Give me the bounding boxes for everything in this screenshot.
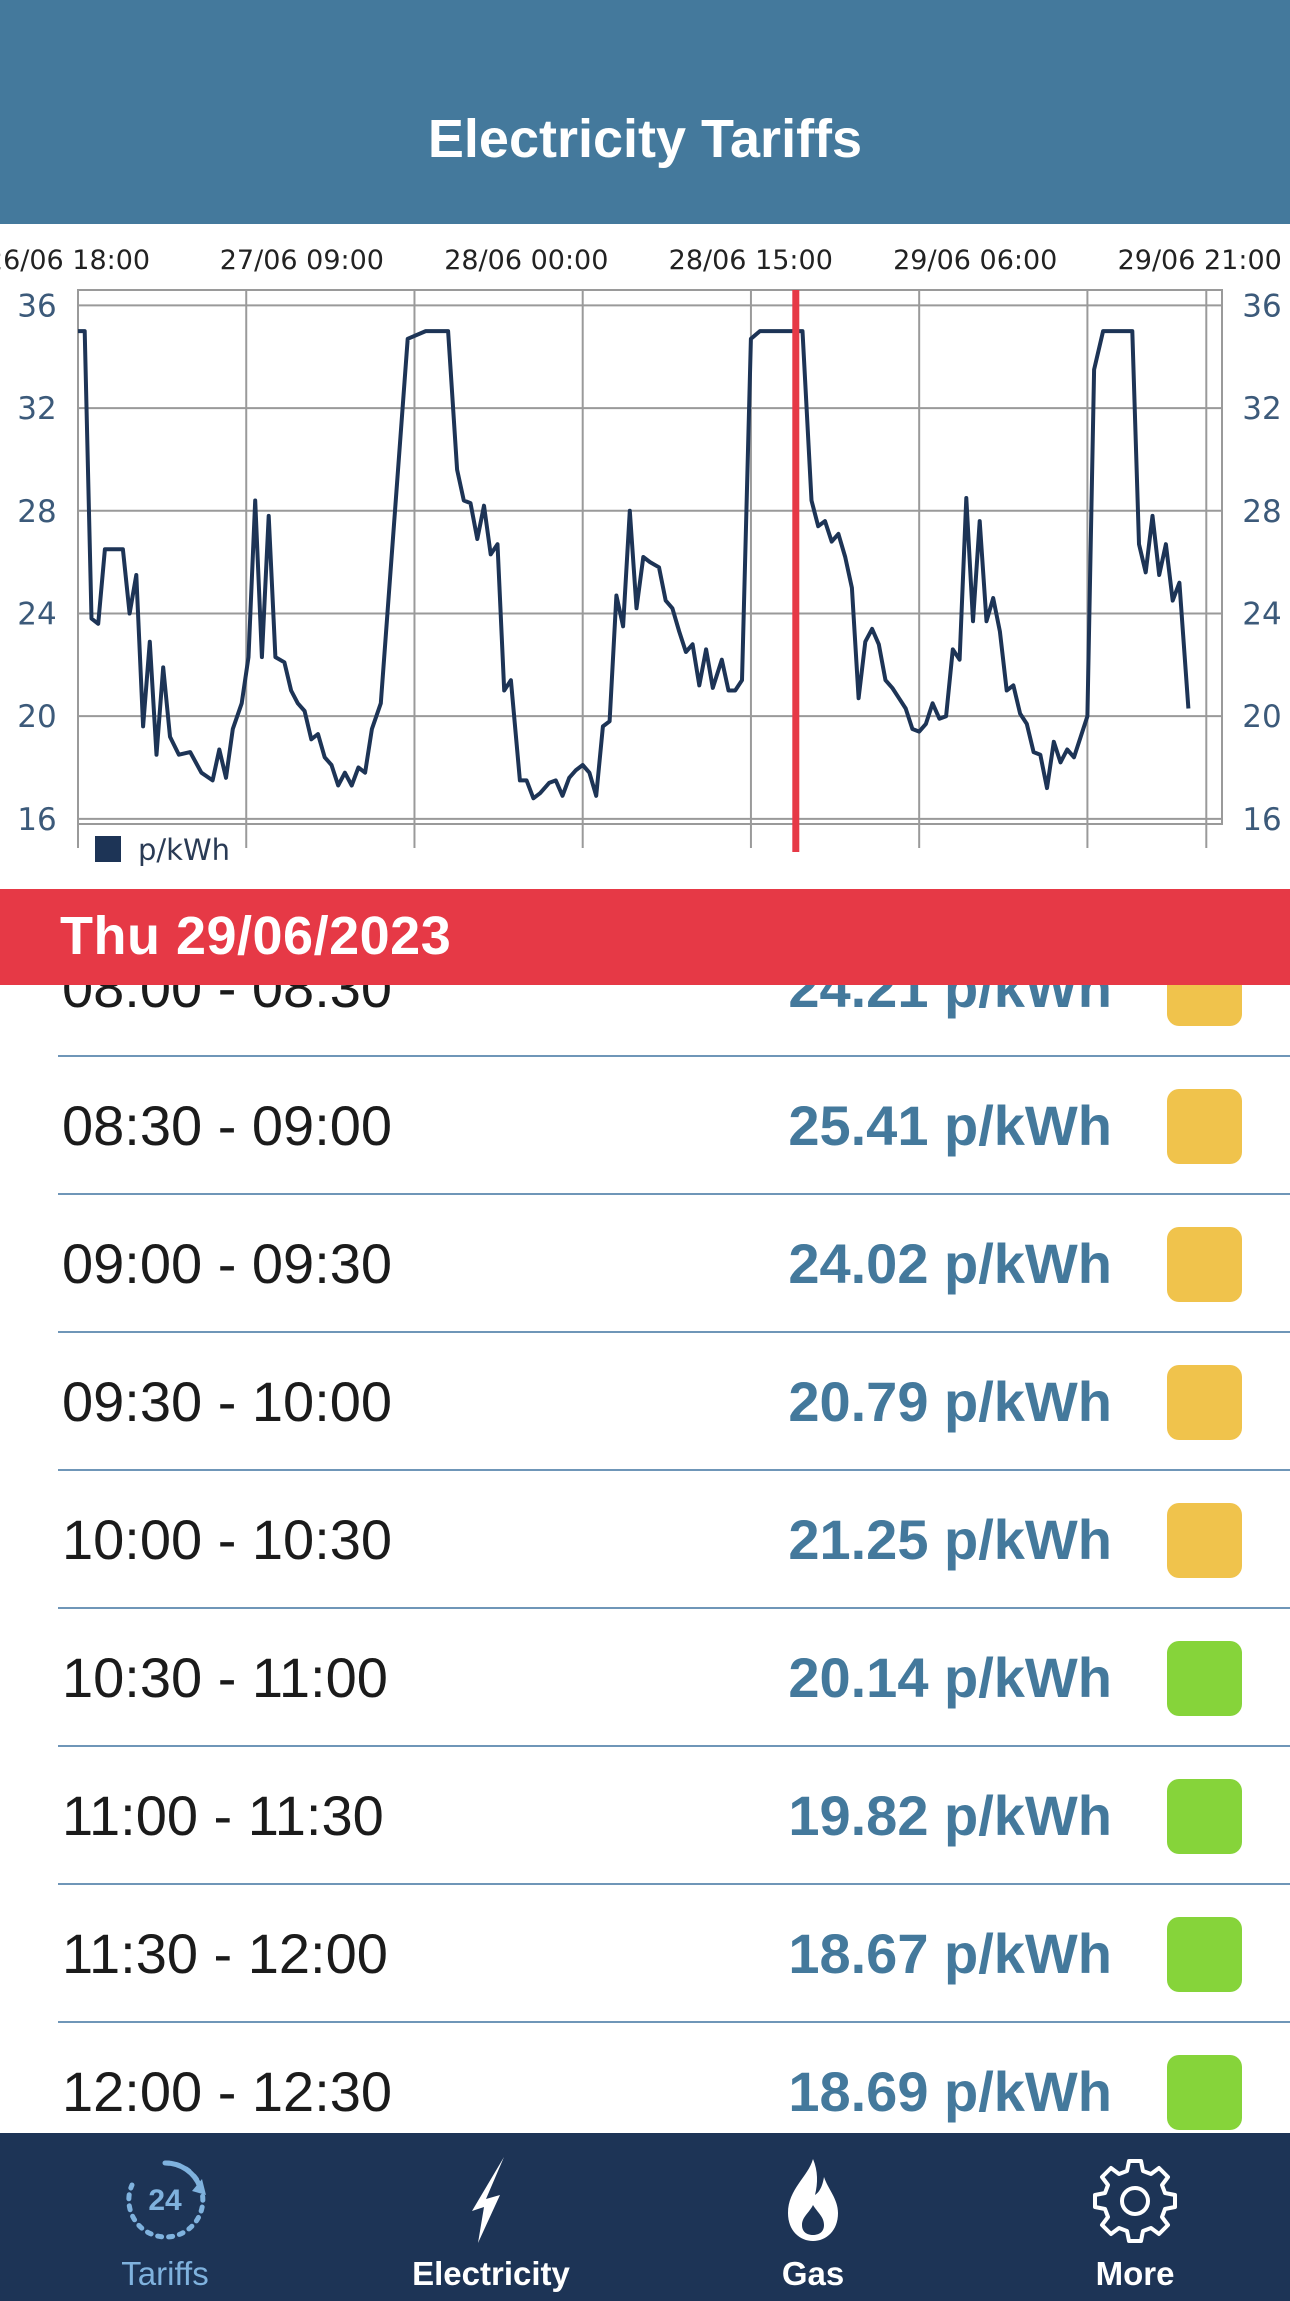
tab-label: More <box>1095 2255 1175 2292</box>
price-level-swatch <box>1167 2055 1242 2130</box>
price-level-swatch <box>1167 1503 1242 1578</box>
tab-label: Electricity <box>412 2255 570 2292</box>
date-banner-text: Thu 29/06/2023 <box>60 906 452 966</box>
tariff-chart[interactable]: 16 16 20 20 24 24 28 28 32 32 36 36 26/06 18:00 27/06… <box>0 224 1290 890</box>
y-tick-label-right: 20 <box>1242 699 1281 735</box>
x-tick-label: 28/06 15:00 <box>669 245 833 276</box>
legend-label: p/kWh <box>138 833 230 867</box>
tab-tariffs[interactable]: 24 Tariffs <box>4 2133 326 2301</box>
gear-icon <box>974 2155 1290 2245</box>
x-tick-label: 29/06 21:00 <box>1118 245 1282 276</box>
row-time: 10:00 - 10:30 <box>62 1508 393 1571</box>
legend-swatch <box>95 836 121 862</box>
date-banner: Thu 29/06/2023 <box>0 889 1290 985</box>
tariff-row[interactable]: 08:00 - 08:30 24.21 p/kWh <box>0 985 1290 1057</box>
row-separator <box>58 1883 1290 1885</box>
price-level-swatch <box>1167 1779 1242 1854</box>
y-tick-label-left: 24 <box>17 596 56 632</box>
tariff-row[interactable]: 09:00 - 09:30 24.02 p/kWh <box>0 1195 1290 1333</box>
row-separator <box>58 1469 1290 1471</box>
tariff-chart-svg: 16 16 20 20 24 24 28 28 32 32 36 36 26/06 18:00 27/06… <box>0 245 1282 867</box>
tariff-row[interactable]: 10:30 - 11:00 20.14 p/kWh <box>0 1609 1290 1747</box>
y-tick-label-left: 28 <box>17 494 56 530</box>
clock-24-icon: 24 <box>4 2155 326 2245</box>
tariff-row[interactable]: 12:00 - 12:30 18.69 p/kWh <box>0 2023 1290 2133</box>
tariff-row[interactable]: 08:30 - 09:00 25.41 p/kWh <box>0 1057 1290 1195</box>
tariff-row[interactable]: 11:30 - 12:00 18.67 p/kWh <box>0 1885 1290 2023</box>
row-separator <box>58 1745 1290 1747</box>
series-line <box>78 329 1191 801</box>
tariff-row[interactable]: 09:30 - 10:00 20.79 p/kWh <box>0 1333 1290 1471</box>
row-price: 20.79 p/kWh <box>788 1370 1112 1433</box>
tab-more[interactable]: More <box>974 2133 1290 2301</box>
row-price: 24.02 p/kWh <box>788 1232 1112 1295</box>
row-separator <box>58 2021 1290 2023</box>
x-tick-label: 29/06 06:00 <box>893 245 1057 276</box>
tab-bar: 24 Tariffs Electricity Gas <box>0 2133 1290 2301</box>
row-separator <box>58 1055 1290 1057</box>
x-tick-label: 28/06 00:00 <box>444 245 608 276</box>
tariff-list[interactable]: 08:00 - 08:30 24.21 p/kWh 08:30 - 09:00 … <box>0 985 1290 2133</box>
row-price: 24.21 p/kWh <box>788 985 1112 1019</box>
price-level-swatch <box>1167 1917 1242 1992</box>
row-separator <box>58 1193 1290 1195</box>
x-tick-label: 26/06 18:00 <box>0 245 150 276</box>
price-level-swatch <box>1167 1089 1242 1164</box>
tab-label: Tariffs <box>121 2255 209 2292</box>
y-tick-label-right: 28 <box>1242 494 1281 530</box>
tab-electricity[interactable]: Electricity <box>330 2133 652 2301</box>
row-time: 10:30 - 11:00 <box>62 1646 388 1709</box>
page-title: Electricity Tariffs <box>427 109 863 169</box>
row-time: 11:00 - 11:30 <box>62 1784 384 1847</box>
row-price: 20.14 p/kWh <box>788 1646 1112 1709</box>
row-time: 08:30 - 09:00 <box>62 1094 393 1157</box>
row-price: 25.41 p/kWh <box>788 1094 1112 1157</box>
x-tick-label: 27/06 09:00 <box>220 245 384 276</box>
row-price: 21.25 p/kWh <box>788 1508 1112 1571</box>
row-price: 18.69 p/kWh <box>788 2060 1112 2123</box>
row-time: 09:00 - 09:30 <box>62 1232 393 1295</box>
y-tick-label-left: 36 <box>17 288 56 324</box>
tab-label: Gas <box>781 2255 845 2292</box>
row-price: 18.67 p/kWh <box>788 1922 1112 1985</box>
row-time: 09:30 - 10:00 <box>62 1370 393 1433</box>
row-time: 12:00 - 12:30 <box>62 2060 393 2123</box>
y-tick-label-right: 24 <box>1242 596 1281 632</box>
row-time: 08:00 - 08:30 <box>62 985 393 1019</box>
tab-gas[interactable]: Gas <box>652 2133 974 2301</box>
y-tick-label-right: 16 <box>1242 802 1281 838</box>
tariff-row[interactable]: 11:00 - 11:30 19.82 p/kWh <box>0 1747 1290 1885</box>
svg-text:24: 24 <box>148 2184 182 2217</box>
y-tick-label-right: 32 <box>1242 391 1281 427</box>
row-time: 11:30 - 12:00 <box>62 1922 388 1985</box>
price-level-swatch <box>1167 1365 1242 1440</box>
row-price: 19.82 p/kWh <box>788 1784 1112 1847</box>
price-level-swatch <box>1167 1641 1242 1716</box>
tariff-row[interactable]: 10:00 - 10:30 21.25 p/kWh <box>0 1471 1290 1609</box>
row-separator <box>58 1331 1290 1333</box>
app-header: Electricity Tariffs <box>0 0 1290 224</box>
y-tick-label-left: 32 <box>17 391 56 427</box>
plot-frame <box>77 289 1223 825</box>
y-tick-label-left: 16 <box>17 802 56 838</box>
row-separator <box>58 1607 1290 1609</box>
lightning-icon <box>330 2155 652 2245</box>
y-tick-label-left: 20 <box>17 699 56 735</box>
y-tick-label-right: 36 <box>1242 288 1281 324</box>
flame-icon <box>652 2155 974 2245</box>
price-level-swatch <box>1167 985 1242 1026</box>
price-level-swatch <box>1167 1227 1242 1302</box>
